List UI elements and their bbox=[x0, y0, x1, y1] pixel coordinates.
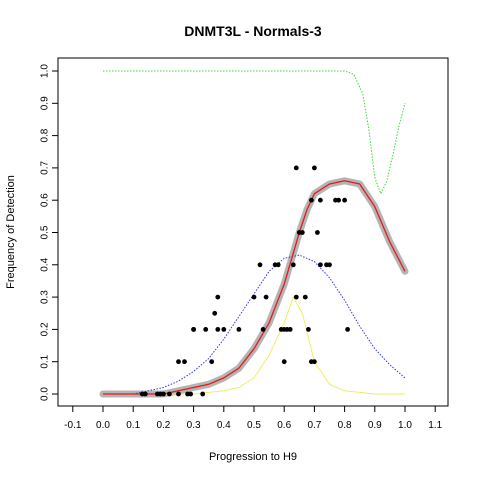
x-tick-label: 0.5 bbox=[247, 420, 261, 431]
data-point bbox=[221, 327, 227, 332]
data-point bbox=[191, 327, 197, 332]
data-point bbox=[263, 294, 269, 300]
gray-smoothed-band bbox=[99, 177, 409, 398]
data-point bbox=[318, 262, 323, 268]
data-point bbox=[342, 197, 347, 203]
data-point bbox=[312, 359, 317, 365]
data-point bbox=[287, 327, 293, 332]
data-point bbox=[200, 391, 206, 397]
data-point bbox=[215, 327, 221, 332]
data-point bbox=[293, 294, 299, 300]
y-tick-label: 0.5 bbox=[40, 225, 51, 239]
data-point bbox=[176, 391, 181, 397]
x-tick-label: 0.0 bbox=[96, 420, 110, 431]
x-tick-label: 1.0 bbox=[398, 420, 412, 431]
data-point bbox=[167, 391, 172, 397]
data-point bbox=[182, 359, 187, 365]
data-point bbox=[327, 262, 332, 268]
data-point bbox=[309, 197, 314, 203]
data-point bbox=[176, 359, 181, 365]
data-point bbox=[278, 327, 284, 332]
red-fit-line bbox=[103, 180, 406, 395]
data-point bbox=[299, 230, 305, 235]
x-tick-label: 0.1 bbox=[126, 420, 140, 431]
data-point bbox=[281, 359, 287, 365]
data-point bbox=[275, 262, 281, 268]
data-point bbox=[257, 262, 263, 268]
data-point bbox=[302, 294, 308, 300]
data-point bbox=[312, 165, 317, 171]
y-tick-label: 0.7 bbox=[40, 161, 51, 175]
data-point bbox=[315, 230, 320, 235]
x-tick-label: 0.9 bbox=[368, 420, 382, 431]
x-tick-label: 1.1 bbox=[428, 420, 442, 431]
y-tick-label: 0.4 bbox=[40, 257, 51, 271]
green-dotted-curve bbox=[103, 70, 406, 195]
x-tick-label: 0.2 bbox=[156, 420, 170, 431]
chart-title: DNMT3L - Normals-3 bbox=[184, 23, 322, 39]
data-point bbox=[142, 391, 148, 397]
data-point bbox=[209, 359, 215, 365]
data-point bbox=[306, 327, 311, 332]
y-axis-label: Frequency of Detection bbox=[5, 175, 17, 289]
data-point bbox=[185, 391, 191, 397]
data-point bbox=[236, 327, 242, 332]
x-tick-label: -0.1 bbox=[64, 420, 82, 431]
axes: -0.1 0.0 0.1 0.2 0.3 0.4 0.5 0.6 0.7 0.8 0.9 1.0 1.1… bbox=[40, 64, 443, 431]
data-point bbox=[318, 197, 323, 203]
data-point bbox=[215, 294, 221, 300]
data-point bbox=[251, 294, 257, 300]
y-tick-label: 0.9 bbox=[40, 96, 51, 110]
y-tick-label: 0.8 bbox=[40, 128, 51, 142]
x-tick-label: 0.3 bbox=[187, 420, 201, 431]
x-tick-label: 0.4 bbox=[217, 420, 231, 431]
y-tick-label: 1.0 bbox=[40, 64, 51, 78]
data-point bbox=[212, 310, 218, 316]
data-point bbox=[203, 327, 209, 332]
marks bbox=[99, 70, 409, 398]
x-tick-label: 0.6 bbox=[277, 420, 291, 431]
y-tick-label: 0.3 bbox=[40, 290, 51, 304]
y-tick-label: 0.1 bbox=[40, 354, 51, 368]
data-point bbox=[260, 327, 266, 332]
y-tick-label: 0.0 bbox=[40, 387, 51, 401]
data-point bbox=[345, 327, 350, 332]
blue-density-curve bbox=[103, 254, 406, 395]
data-point bbox=[336, 197, 341, 203]
yellow-density-curve bbox=[103, 295, 405, 395]
data-point bbox=[293, 165, 299, 171]
x-axis-label: Progression to H9 bbox=[209, 451, 297, 463]
data-point bbox=[161, 391, 166, 397]
y-tick-label: 0.6 bbox=[40, 193, 51, 207]
x-tick-label: 0.8 bbox=[338, 420, 352, 431]
data-point bbox=[290, 262, 296, 268]
y-tick-label: 0.2 bbox=[40, 322, 51, 336]
x-tick-label: 0.7 bbox=[307, 420, 321, 431]
